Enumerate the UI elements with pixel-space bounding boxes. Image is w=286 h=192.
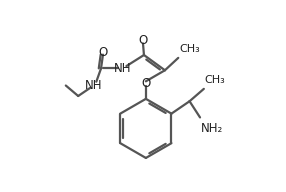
Text: O: O <box>141 77 150 90</box>
Text: O: O <box>98 46 108 59</box>
Text: NH₂: NH₂ <box>201 122 223 135</box>
Text: CH₃: CH₃ <box>205 75 226 85</box>
Text: O: O <box>138 34 148 47</box>
Text: NH: NH <box>114 62 132 75</box>
Text: NH: NH <box>85 79 102 92</box>
Text: CH₃: CH₃ <box>179 44 200 54</box>
